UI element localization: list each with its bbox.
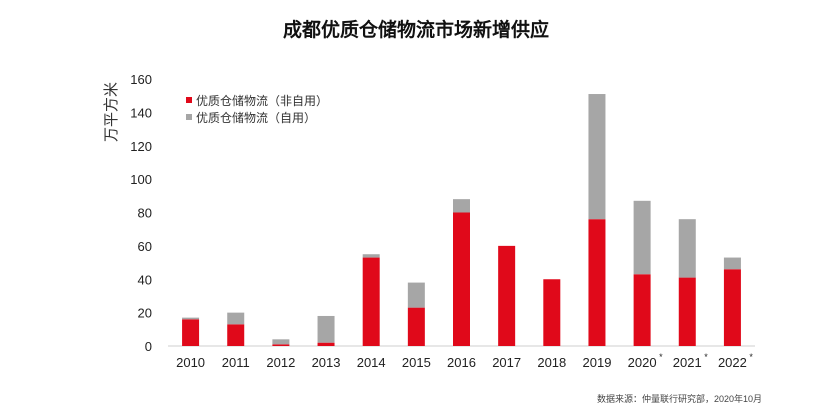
x-tick-label: 2015 xyxy=(402,355,431,370)
chart-title: 成都优质仓储物流市场新增供应 xyxy=(283,18,549,41)
y-tick-label: 60 xyxy=(138,239,152,254)
y-tick-label: 120 xyxy=(130,139,152,154)
x-tick-label: 2022 xyxy=(718,355,747,370)
y-axis-label: 万平方米 xyxy=(103,82,120,142)
legend: 优质仓储物流（非自用） 优质仓储物流（自用） xyxy=(186,93,328,125)
legend-swatch-non-self-use xyxy=(186,97,192,103)
bar-2018-non-self-use xyxy=(543,279,561,346)
bar-2014-self-use xyxy=(362,254,380,258)
bar-2016-self-use xyxy=(453,199,470,213)
bar-2021-non-self-use xyxy=(678,277,696,346)
bar-2012-non-self-use xyxy=(272,344,290,346)
x-tick-label: 2017 xyxy=(492,355,521,370)
bar-2017-non-self-use xyxy=(498,245,516,346)
x-tick-label: 2011 xyxy=(222,355,250,370)
bar-2015-non-self-use xyxy=(407,307,425,346)
bars xyxy=(182,94,741,346)
forecast-mark: * xyxy=(749,352,753,362)
y-tick-label: 160 xyxy=(130,72,152,87)
bar-2019-non-self-use xyxy=(588,219,606,346)
x-tick-label: 2021 xyxy=(673,355,702,370)
bar-2014-non-self-use xyxy=(362,257,380,346)
y-tick-label: 80 xyxy=(138,206,152,221)
bar-2020-non-self-use xyxy=(633,274,651,346)
forecast-mark: * xyxy=(704,352,708,362)
bar-2012-self-use xyxy=(272,339,290,345)
bar-2013-self-use xyxy=(317,315,335,343)
y-tick-label: 40 xyxy=(138,272,152,287)
bar-2011-non-self-use xyxy=(227,324,245,346)
bar-2010-self-use xyxy=(182,317,200,320)
bar-2022-non-self-use xyxy=(723,269,741,346)
bar-2019-self-use xyxy=(588,94,606,220)
bar-2016-non-self-use xyxy=(453,212,470,346)
legend-label-self-use: 优质仓储物流（自用） xyxy=(196,110,316,125)
data-source-note: 数据来源：仲量联行研究部，2020年10月 xyxy=(597,393,762,404)
bar-2021-self-use xyxy=(678,219,696,278)
legend-swatch-self-use xyxy=(186,114,192,120)
x-tick-label: 2012 xyxy=(266,355,295,370)
bar-2013-non-self-use xyxy=(317,342,335,346)
bar-2010-non-self-use xyxy=(182,319,200,346)
bar-2011-self-use xyxy=(227,312,245,325)
x-tick-label: 2013 xyxy=(312,355,341,370)
bar-2015-self-use xyxy=(407,282,425,308)
y-tick-label: 140 xyxy=(130,105,152,120)
y-tick-label: 0 xyxy=(145,339,152,354)
x-axis-ticks: 2010 2011 2012 2013 2014 2015 2016 2017 2018 2019… xyxy=(176,352,753,370)
x-tick-label: 2016 xyxy=(447,355,476,370)
y-tick-label: 20 xyxy=(138,306,152,321)
x-tick-label: 2019 xyxy=(583,355,612,370)
x-tick-label: 2014 xyxy=(357,355,386,370)
x-tick-label: 2018 xyxy=(537,355,566,370)
x-tick-label: 2020 xyxy=(628,355,657,370)
x-tick-label: 2010 xyxy=(176,355,205,370)
y-axis-ticks: 0 20 40 60 80 100 120 140 160 xyxy=(130,72,152,354)
bar-2020-self-use xyxy=(633,200,651,275)
bar-2022-self-use xyxy=(723,257,741,270)
y-tick-label: 100 xyxy=(130,172,152,187)
legend-label-non-self-use: 优质仓储物流（非自用） xyxy=(196,93,328,108)
forecast-mark: * xyxy=(659,352,663,362)
